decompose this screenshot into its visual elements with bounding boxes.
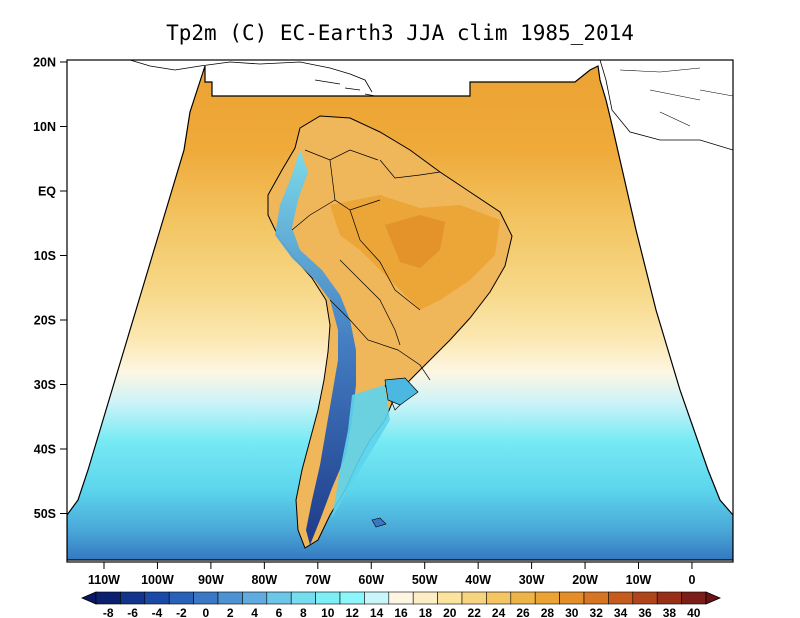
- plot-frame: [66, 59, 734, 563]
- falkland-islands: [371, 517, 387, 528]
- colorbar-swatch: [193, 591, 219, 605]
- lon-tick-label: 110W: [88, 573, 120, 587]
- lon-tick-label: 90W: [198, 573, 224, 587]
- lat-tick-label: EQ: [38, 185, 56, 199]
- colorbar-swatch: [510, 591, 536, 605]
- colorbar-swatch: [461, 591, 487, 605]
- colorbar-swatch: [412, 591, 438, 605]
- lon-tick-label: 40W: [465, 573, 491, 587]
- lon-tick-label: 60W: [358, 573, 384, 587]
- colorbar: -8 -6 -4 -2 0 2 4 6 8 10 12 14 16 18 20 22 24 26 28 30 32 34 3…: [80, 591, 722, 618]
- north-america-coastline: [129, 60, 373, 93]
- colorbar-label: 8: [300, 606, 307, 618]
- colorbar-swatch: [364, 591, 390, 605]
- colorbar-label: -8: [103, 606, 114, 618]
- colorbar-label: 24: [492, 606, 506, 618]
- andes-cold-strip: [275, 150, 356, 545]
- lon-tick-label: 100W: [141, 573, 174, 587]
- colorbar-label: 16: [394, 606, 408, 618]
- africa-borders: [619, 67, 733, 127]
- colorbar-label: 0: [202, 606, 209, 618]
- colorbar-swatch: [339, 591, 365, 605]
- colorbar-label: 40: [687, 606, 701, 618]
- colorbar-label: 36: [638, 606, 652, 618]
- lon-tick-label: 80W: [251, 573, 277, 587]
- colorbar-swatch: [217, 591, 243, 605]
- colorbar-swatch: [437, 591, 463, 605]
- lat-tick-label: 10S: [34, 249, 56, 263]
- africa-coastline: [599, 60, 733, 151]
- colorbar-label: 34: [614, 606, 628, 618]
- lat-tick-label: 20S: [34, 314, 56, 328]
- lon-tick-label: 50W: [412, 573, 438, 587]
- colorbar-swatch: [388, 591, 414, 605]
- colorbar-swatch: [583, 591, 609, 605]
- lat-tick-label: 40S: [34, 443, 56, 457]
- colorbar-label: 12: [346, 606, 360, 618]
- colorbar-under-triangle: [80, 591, 97, 605]
- colorbar-label: 18: [419, 606, 433, 618]
- colorbar-swatch: [486, 591, 512, 605]
- lon-tick-label: 30W: [519, 573, 545, 587]
- uruguay-coast: [384, 377, 419, 406]
- colorbar-swatch: [168, 591, 194, 605]
- lon-tick-label: 10W: [626, 573, 652, 587]
- colorbar-label: -4: [152, 606, 163, 618]
- colorbar-swatch: [266, 591, 292, 605]
- lat-tick-label: 10N: [33, 120, 56, 134]
- colorbar-label: -2: [176, 606, 187, 618]
- colorbar-swatch: [656, 591, 682, 605]
- lon-tick-label: 70W: [305, 573, 331, 587]
- colorbar-label: 38: [663, 606, 677, 618]
- lat-tick-label: 20N: [33, 56, 56, 70]
- lon-tick-label: 20W: [572, 573, 598, 587]
- country-borders: [291, 149, 441, 411]
- colorbar-swatch: [120, 591, 146, 605]
- colorbar-swatch: [608, 591, 634, 605]
- colorbar-label: 26: [516, 606, 530, 618]
- colorbar-label: -6: [127, 606, 138, 618]
- colorbar-swatch: [632, 591, 658, 605]
- lat-tick-label: 50S: [34, 507, 56, 521]
- lat-tick-label: 30S: [34, 378, 56, 392]
- southern-cone-cool: [332, 385, 390, 518]
- colorbar-label: 4: [251, 606, 258, 618]
- colorbar-over-triangle: [705, 591, 722, 605]
- colorbar-swatch: [242, 591, 268, 605]
- colorbar-swatch: [95, 591, 121, 605]
- colorbar-swatch: [315, 591, 341, 605]
- colorbar-label: 32: [590, 606, 604, 618]
- colorbar-swatch: [144, 591, 170, 605]
- colorbar-label: 10: [321, 606, 335, 618]
- colorbar-label: 14: [370, 606, 384, 618]
- colorbar-label: 6: [276, 606, 283, 618]
- colorbar-label: 20: [443, 606, 457, 618]
- colorbar-label: 2: [227, 606, 234, 618]
- map-title: Tp2m (C) EC-Earth3 JJA clim 1985_2014: [166, 21, 634, 45]
- colorbar-swatch: [534, 591, 560, 605]
- longitude-axis: 110W 100W 90W 80W 70W 60W 50W 40W 30W 20W 10W 0: [88, 562, 695, 587]
- colorbar-swatch: [290, 591, 316, 605]
- lon-tick-label: 0: [688, 573, 695, 587]
- colorbar-label: 30: [565, 606, 579, 618]
- latitude-axis: 20N 10N EQ 10S 20S 30S 40S 50S: [33, 56, 67, 521]
- colorbar-label: 22: [468, 606, 482, 618]
- colorbar-swatch: [559, 591, 585, 605]
- colorbar-label: 28: [541, 606, 555, 618]
- brazil-hot-region: [385, 215, 445, 268]
- colorbar-swatch: [681, 591, 707, 605]
